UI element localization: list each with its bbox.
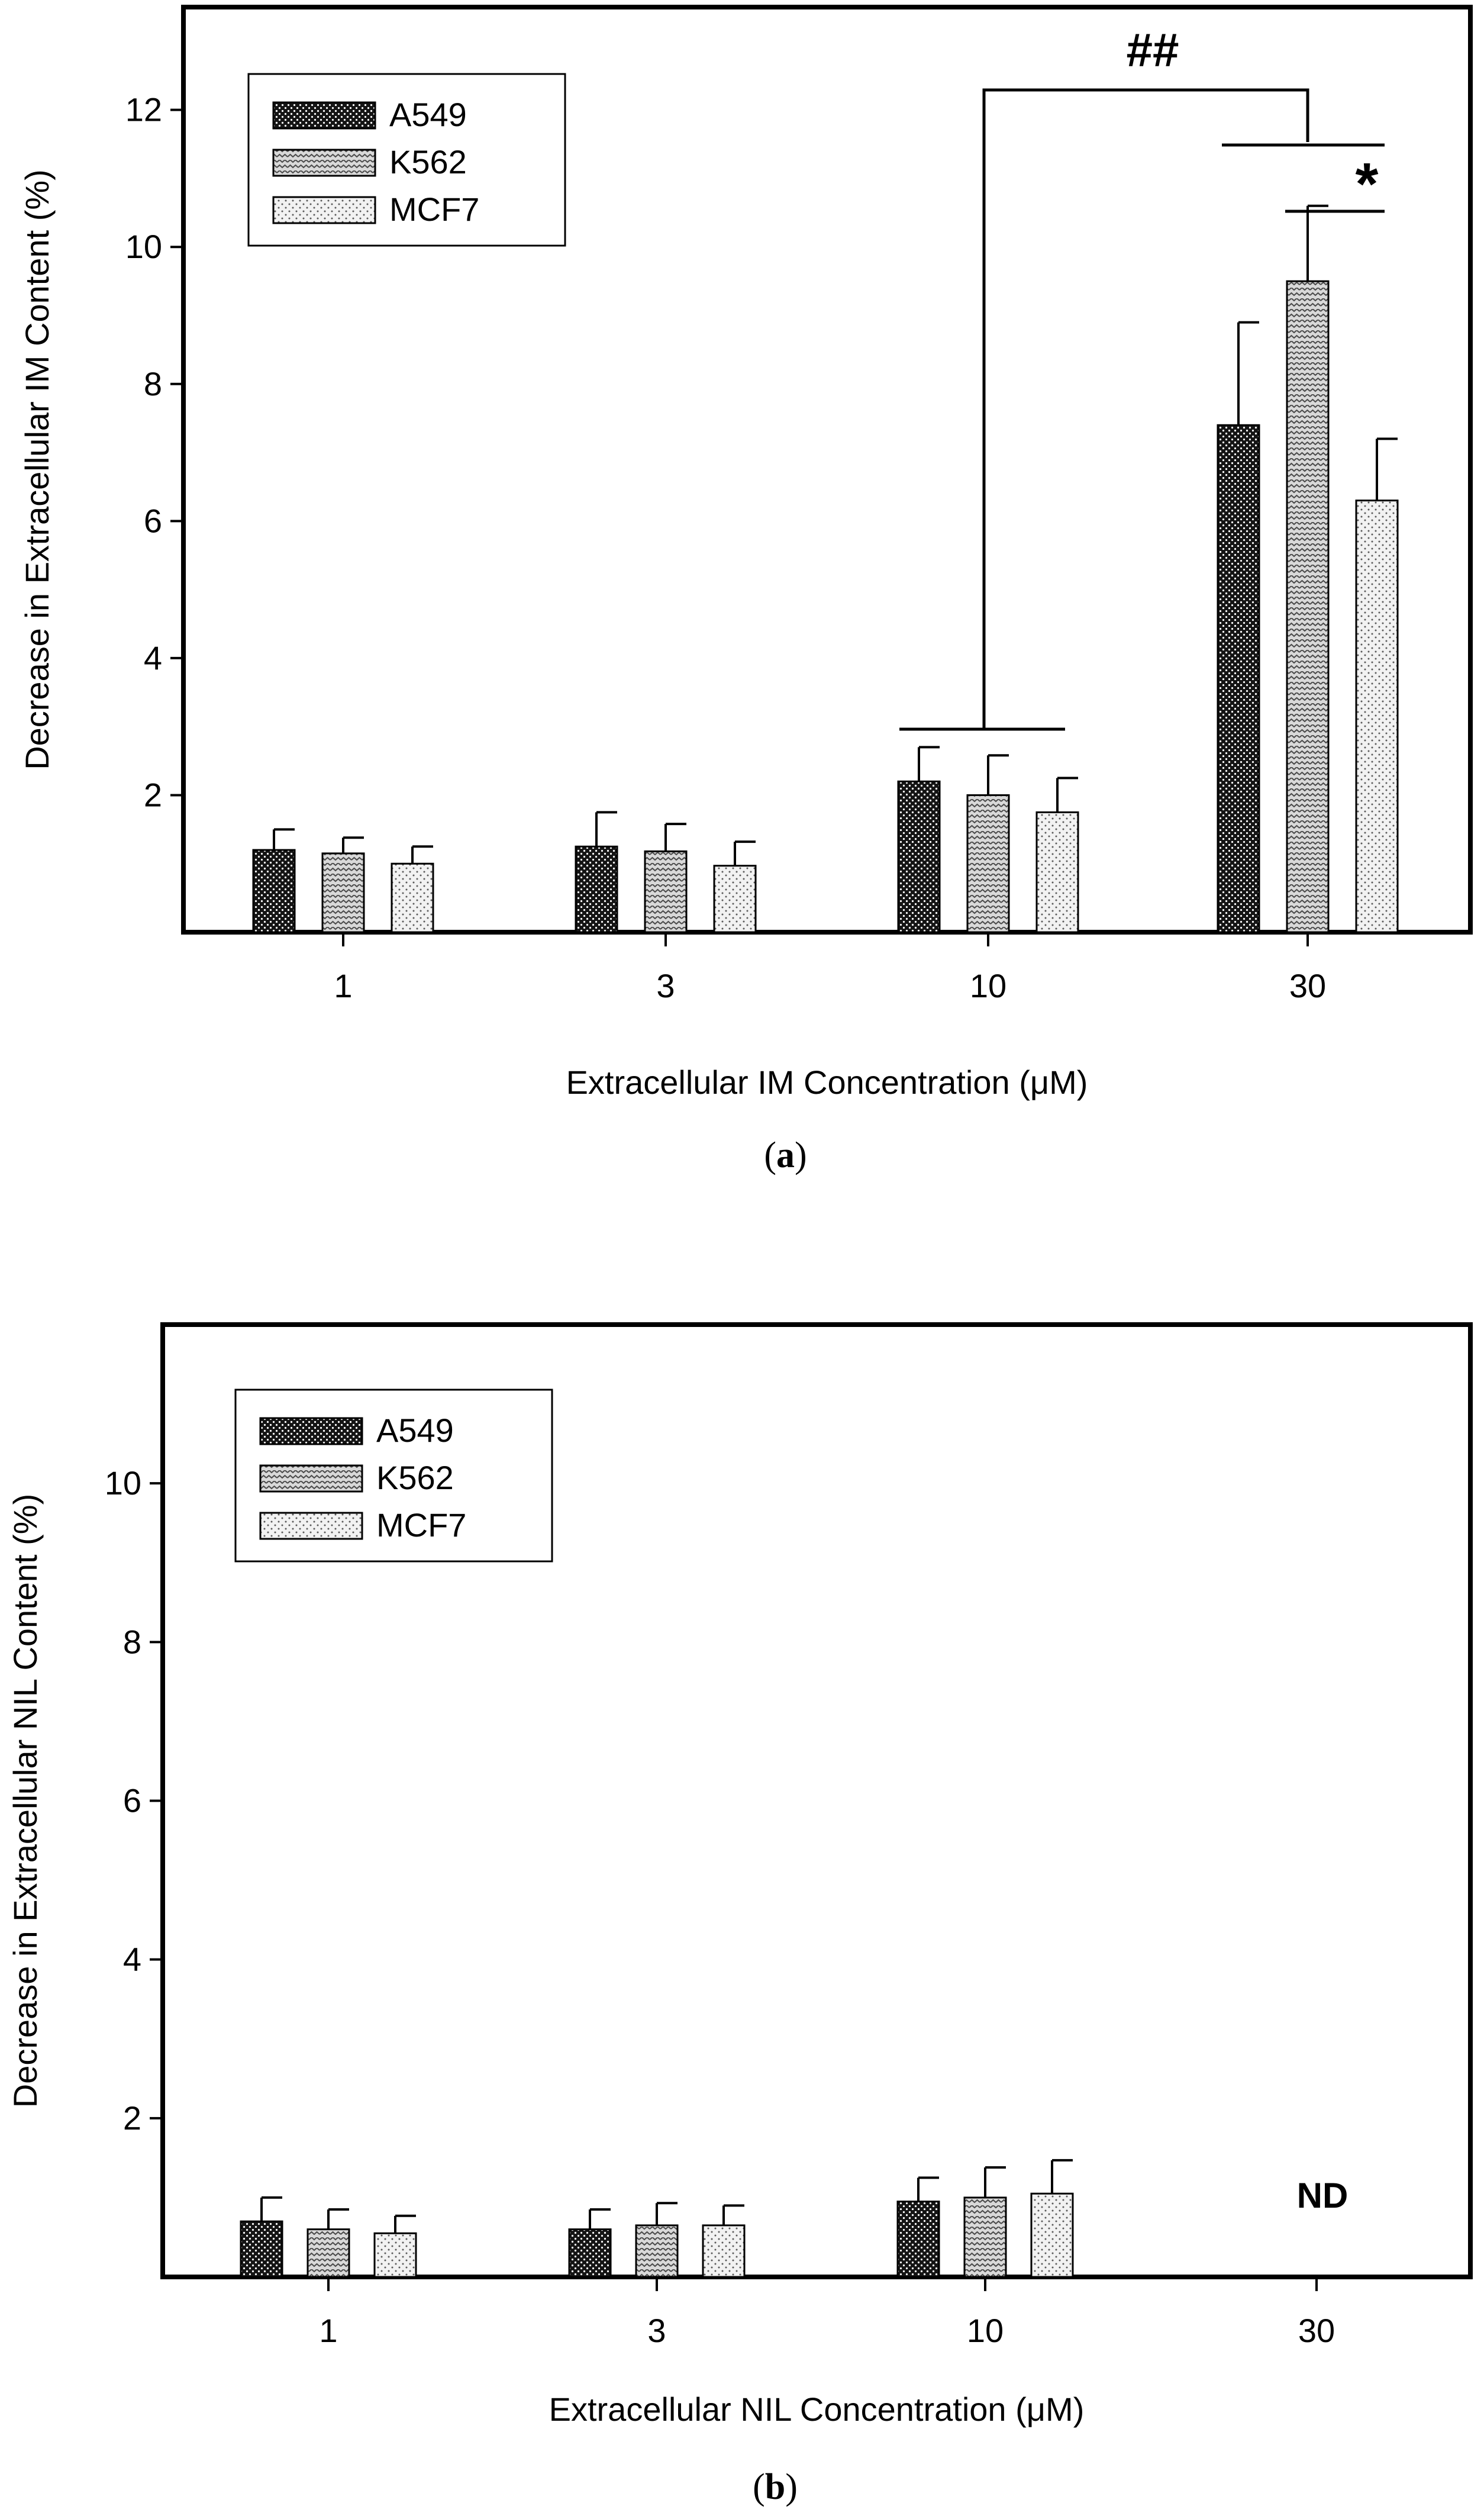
bar-k562 xyxy=(1286,280,1330,933)
significance-bracket-10-30 xyxy=(899,88,1385,731)
legend-label-a549: A549 xyxy=(389,96,467,133)
y-tick-label: 10 xyxy=(125,228,162,265)
x-tick-label: 3 xyxy=(656,967,675,1004)
legend-swatch-k562 xyxy=(259,1464,363,1493)
panel-label: (a) xyxy=(764,1135,806,1175)
y-tick-label: 4 xyxy=(144,639,162,677)
y-tick-label: 12 xyxy=(125,91,162,128)
x-tick-label: 1 xyxy=(319,2312,337,2349)
legend-swatch-a549 xyxy=(259,1417,363,1445)
y-tick-label: 10 xyxy=(105,1464,141,1502)
bar-a549 xyxy=(240,2220,283,2278)
bar-k562 xyxy=(307,2228,350,2278)
legend-swatch-k562 xyxy=(272,149,376,177)
legend-label-k562: K562 xyxy=(376,1459,454,1496)
y-tick-label: 2 xyxy=(123,2099,141,2137)
bar-k562 xyxy=(635,2224,679,2278)
significance-label-hash: ## xyxy=(1127,24,1179,76)
legend-swatch-mcf7 xyxy=(259,1512,363,1540)
y-tick-label: 8 xyxy=(144,365,162,402)
legend-label-k562: K562 xyxy=(389,143,467,181)
x-axis-label: Extracellular NIL Concentration (μM) xyxy=(549,2391,1085,2428)
y-axis-label: Decrease in Extracellular IM Content (%) xyxy=(18,169,56,770)
bar-mcf7 xyxy=(373,2232,417,2278)
bar-mcf7 xyxy=(1355,500,1399,933)
x-tick-label: 30 xyxy=(1289,967,1326,1004)
legend-swatch-a549 xyxy=(272,101,376,130)
bar-mcf7 xyxy=(391,862,434,933)
x-tick-label: 1 xyxy=(334,967,352,1004)
bar-k562 xyxy=(966,794,1010,933)
chart-panel-b: 2 4 6 8 10 1 3 10 30 A549 K562 MCF7 Decrease in Extr… xyxy=(7,1322,1473,2507)
bar-mcf7 xyxy=(1035,811,1079,933)
y-tick-label: 6 xyxy=(144,502,162,539)
legend-label-mcf7: MCF7 xyxy=(389,191,479,228)
bar-a549 xyxy=(252,849,296,933)
plot-frame xyxy=(181,5,1473,935)
legend-label-mcf7: MCF7 xyxy=(376,1506,466,1544)
legend-swatch-mcf7 xyxy=(272,196,376,224)
bar-k562 xyxy=(963,2196,1007,2278)
y-axis-label: Decrease in Extracellular NIL Content (%… xyxy=(7,1494,44,2108)
bar-a549 xyxy=(575,845,618,933)
x-tick-label: 10 xyxy=(970,967,1006,1004)
y-tick-label: 4 xyxy=(123,1941,141,1978)
bar-a549 xyxy=(1217,424,1260,933)
bar-k562 xyxy=(321,852,365,933)
bar-a549 xyxy=(897,780,941,933)
x-axis-label: Extracellular IM Concentration (μM) xyxy=(566,1064,1088,1101)
bar-mcf7 xyxy=(702,2224,746,2278)
bar-a549 xyxy=(568,2228,612,2278)
x-tick-label: 10 xyxy=(967,2312,1004,2349)
y-tick-label: 6 xyxy=(123,1782,141,1819)
bar-a549 xyxy=(896,2201,940,2278)
x-tick-label: 30 xyxy=(1298,2312,1335,2349)
y-tick-label: 8 xyxy=(123,1623,141,1660)
bar-k562 xyxy=(644,850,688,933)
y-tick-label: 2 xyxy=(144,776,162,813)
panel-label: (b) xyxy=(753,2467,798,2507)
chart-panel-a: 2 4 6 8 10 12 1 3 10 30 A549 K562 MCF7 Decrease in Ex… xyxy=(18,5,1473,1175)
bar-mcf7 xyxy=(1030,2192,1074,2278)
legend-label-a549: A549 xyxy=(376,1412,454,1449)
not-detected-label: ND xyxy=(1297,2176,1348,2215)
x-tick-label: 3 xyxy=(647,2312,666,2349)
bar-mcf7 xyxy=(713,865,757,933)
significance-label-star: * xyxy=(1356,151,1379,217)
